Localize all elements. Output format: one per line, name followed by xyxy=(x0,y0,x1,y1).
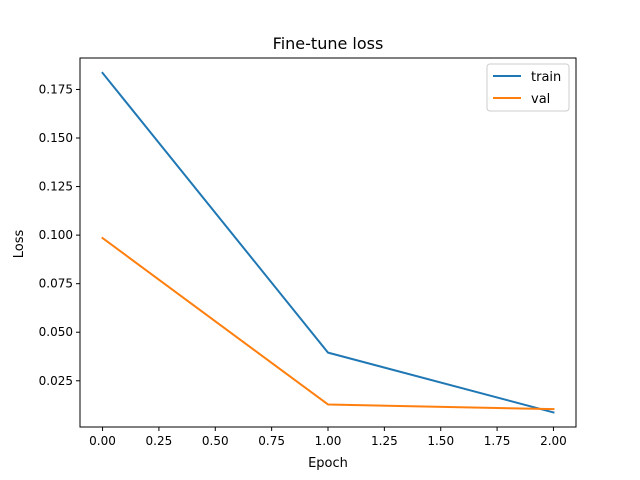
legend-label-val: val xyxy=(531,92,550,107)
legend: train val xyxy=(486,63,570,112)
x-tick-label: 1.25 xyxy=(371,434,398,448)
plot-series xyxy=(101,71,555,414)
y-tick-label: 0.175 xyxy=(39,82,73,96)
plot-frame xyxy=(79,57,577,428)
x-tick-label: 1.50 xyxy=(427,434,454,448)
y-tick-label: 0.050 xyxy=(39,325,73,339)
y-tick-label: 0.025 xyxy=(39,374,73,388)
y-tick-label: 0.075 xyxy=(39,277,73,291)
series-line-train xyxy=(101,71,555,414)
x-tick-label: 2.00 xyxy=(540,434,567,448)
axis-ticks: 0.00 0.25 0.50 0.75 1.00 1.25 1.50 1.75 2.00 0.02… xyxy=(39,82,567,448)
x-tick-label: 0.00 xyxy=(89,434,116,448)
series-line-val xyxy=(101,236,555,411)
x-tick-label: 0.50 xyxy=(202,434,229,448)
y-tick-label: 0.150 xyxy=(39,131,73,145)
y-tick-label: 0.125 xyxy=(39,180,73,194)
y-tick-label: 0.100 xyxy=(39,228,73,242)
x-tick-label: 0.25 xyxy=(146,434,173,448)
x-axis-label: Epoch xyxy=(308,456,348,471)
y-axis-label: Loss xyxy=(12,230,27,259)
chart-title: Fine-tune loss xyxy=(273,34,384,53)
x-tick-label: 1.00 xyxy=(315,434,342,448)
x-tick-label: 1.75 xyxy=(484,434,511,448)
x-tick-label: 0.75 xyxy=(258,434,285,448)
legend-label-train: train xyxy=(531,70,561,85)
